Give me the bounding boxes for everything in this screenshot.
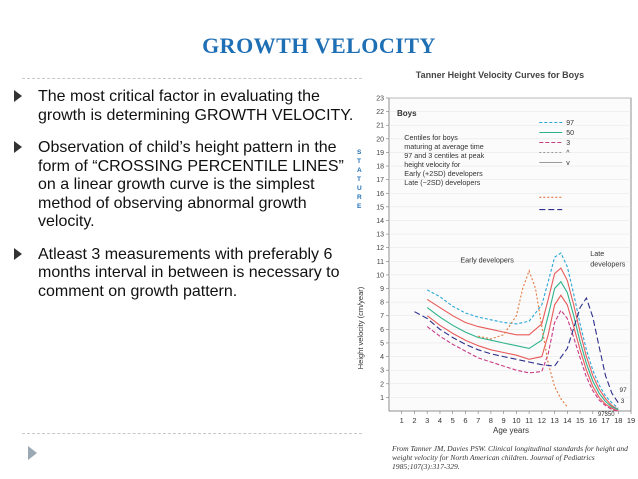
series-line	[426, 309, 619, 412]
stature-letter: S	[357, 149, 362, 156]
x-tick-label: 18	[614, 416, 622, 425]
x-tick-label: 4	[438, 416, 442, 425]
x-tick-label: 12	[538, 416, 546, 425]
y-tick-label: 18	[376, 164, 384, 171]
y-tick-label: 20	[376, 136, 384, 143]
y-tick-label: 16	[376, 191, 384, 198]
x-tick-label: 5	[451, 416, 455, 425]
growth-velocity-chart: Tanner Height Velocity Curves for Boys S…	[356, 70, 635, 435]
bullet-text: Observation of child’s height pattern in…	[38, 139, 344, 230]
y-axis-label: Height velocity (cm/year)	[356, 286, 365, 369]
bullet-arrow-icon	[14, 141, 22, 153]
x-tick-label: 10	[512, 416, 520, 425]
y-tick-label: 17	[376, 177, 384, 184]
x-tick-label: 19	[627, 416, 635, 425]
chart-series	[414, 252, 619, 412]
y-tick-label: 13	[376, 232, 384, 239]
x-axis-label: Age years	[493, 426, 529, 435]
figure-citation: From Tanner JM, Davies PSW. Clinical lon…	[392, 444, 628, 471]
panel-label: Boys	[397, 109, 417, 118]
x-tick-label: 7	[476, 416, 480, 425]
legend-marker-label: v	[566, 160, 570, 167]
edge-labels: 97350	[598, 412, 615, 418]
x-tick-label: 14	[563, 416, 571, 425]
slide-title: GROWTH VELOCITY	[202, 33, 436, 58]
y-tick-label: 4	[380, 354, 384, 361]
annotation-label: Early developers	[460, 256, 514, 265]
x-tick-label: 6	[463, 416, 467, 425]
plot-area	[388, 97, 632, 412]
bullet-text: Atleast 3 measurements with preferably 6…	[38, 245, 340, 300]
title-divider	[22, 78, 362, 79]
y-tick-label: 22	[376, 109, 384, 116]
legend-marker-label: 97	[566, 120, 574, 127]
y-tick-label: 23	[376, 96, 384, 103]
x-tick-label: 15	[576, 416, 584, 425]
y-tick-label: 10	[376, 272, 384, 279]
chart-labels: Early developers Late developers 97 3 97350	[460, 249, 627, 418]
stature-letter: U	[357, 185, 362, 192]
annotation-label: Late	[590, 249, 604, 258]
x-tick-label: 2	[412, 416, 416, 425]
x-tick-label: 17	[601, 416, 609, 425]
series-line	[426, 280, 619, 411]
series-line	[426, 252, 619, 409]
legend-entry: Centiles for boys	[404, 133, 458, 142]
x-tick-label: 16	[589, 416, 597, 425]
y-tick-label: 6	[380, 327, 384, 334]
stature-letter: A	[357, 167, 362, 174]
series-line	[426, 294, 619, 412]
y-tick-label: 7	[380, 313, 384, 320]
x-tick-label: 1	[400, 416, 404, 425]
slide-nav-arrow-icon[interactable]	[28, 446, 37, 460]
end-label: 97	[620, 387, 628, 394]
stature-letter: R	[357, 194, 362, 201]
y-tick-label: 2	[380, 381, 384, 388]
legend-marker-label: 3	[566, 140, 570, 147]
y-tick-label: 19	[376, 150, 384, 157]
y-tick-label: 3	[380, 368, 384, 375]
x-tick-label: 9	[502, 416, 506, 425]
end-label: 3	[621, 398, 625, 405]
y-tick-label: 21	[376, 123, 384, 130]
legend-entry: Early (+2SD) developers	[404, 169, 483, 178]
legend-entry: height velocity for	[404, 160, 461, 169]
y-tick-label: 14	[376, 218, 384, 225]
bullet-arrow-icon	[14, 90, 22, 102]
bullet-text: The most critical factor in evaluating t…	[38, 88, 354, 124]
bullet-item: Observation of child’s height pattern in…	[14, 139, 354, 232]
legend-entry: 97 and 3 centiles at peak	[404, 151, 484, 160]
x-tick-label: 13	[550, 416, 558, 425]
y-tick-label: 9	[380, 286, 384, 293]
legend-marker-label: 50	[566, 130, 574, 137]
stature-letter: T	[357, 158, 361, 165]
y-tick-label: 12	[376, 245, 384, 252]
x-tick-label: 3	[425, 416, 429, 425]
legend-marker-label: ^	[566, 150, 570, 157]
y-tick-label: 8	[380, 300, 384, 307]
x-tick-label: 11	[525, 416, 533, 425]
stature-letter: T	[357, 176, 361, 183]
y-tick-label: 1	[380, 395, 384, 402]
bullet-item: Atleast 3 measurements with preferably 6…	[14, 246, 354, 302]
footer-divider	[22, 433, 362, 434]
series-line	[478, 269, 568, 408]
legend-entry: Late (−2SD) developers	[404, 178, 481, 187]
series-line	[426, 267, 619, 411]
y-tick-label: 11	[377, 259, 384, 266]
series-line	[414, 296, 619, 404]
y-tick-label: 5	[380, 340, 384, 347]
bullet-item: The most critical factor in evaluating t…	[14, 88, 354, 125]
legend-entry: maturing at average time	[404, 142, 484, 151]
x-tick-label: 8	[489, 416, 493, 425]
y-tick-label: 15	[376, 204, 384, 211]
annotation-label: developers	[590, 260, 626, 269]
bullet-list: The most critical factor in evaluating t…	[14, 88, 354, 301]
chart-title: Tanner Height Velocity Curves for Boys	[416, 70, 584, 80]
stature-letter: E	[357, 203, 362, 210]
bullet-arrow-icon	[14, 247, 22, 260]
